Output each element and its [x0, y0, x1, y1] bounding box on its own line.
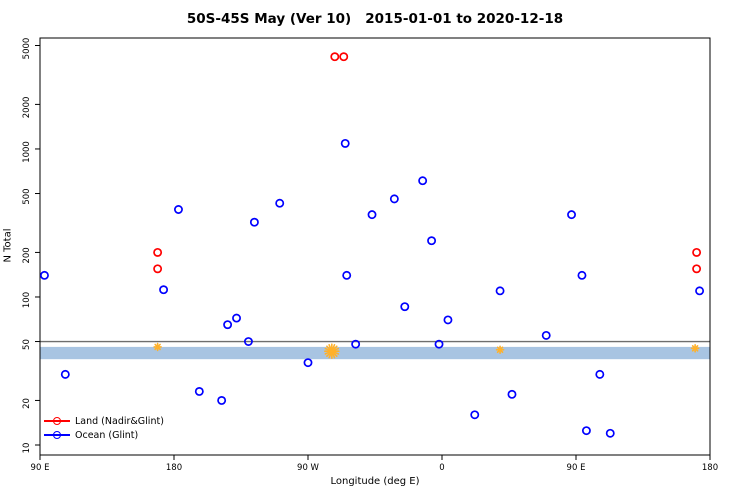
svg-text:50: 50 [22, 339, 32, 350]
svg-text:2000: 2000 [22, 97, 32, 119]
svg-text:20: 20 [22, 398, 32, 409]
svg-text:0: 0 [439, 463, 444, 473]
land-marker-icon [44, 416, 70, 426]
x-axis-label: Longitude (deg E) [330, 476, 420, 487]
svg-text:180: 180 [702, 463, 718, 473]
svg-text:10: 10 [22, 443, 32, 454]
svg-text:90 W: 90 W [297, 463, 320, 473]
legend: Land (Nadir&Glint) Ocean (Glint) [44, 414, 164, 442]
legend-label-ocean: Ocean (Glint) [75, 429, 139, 441]
ocean-marker-icon [44, 430, 70, 440]
legend-item-ocean: Ocean (Glint) [44, 428, 164, 442]
chart-title: 50S-45S May (Ver 10) 2015-01-01 to 2020-… [186, 11, 564, 27]
svg-text:200: 200 [22, 247, 32, 263]
legend-label-land: Land (Nadir&Glint) [75, 415, 164, 427]
y-axis-label: N Total [2, 228, 14, 263]
svg-text:500: 500 [22, 188, 32, 204]
svg-text:100: 100 [22, 292, 32, 308]
svg-text:5000: 5000 [22, 38, 32, 60]
svg-text:90 E: 90 E [567, 463, 586, 473]
svg-text:90 E: 90 E [31, 463, 50, 473]
svg-text:180: 180 [166, 463, 182, 473]
svg-text:1000: 1000 [22, 141, 32, 163]
legend-item-land: Land (Nadir&Glint) [44, 414, 164, 428]
